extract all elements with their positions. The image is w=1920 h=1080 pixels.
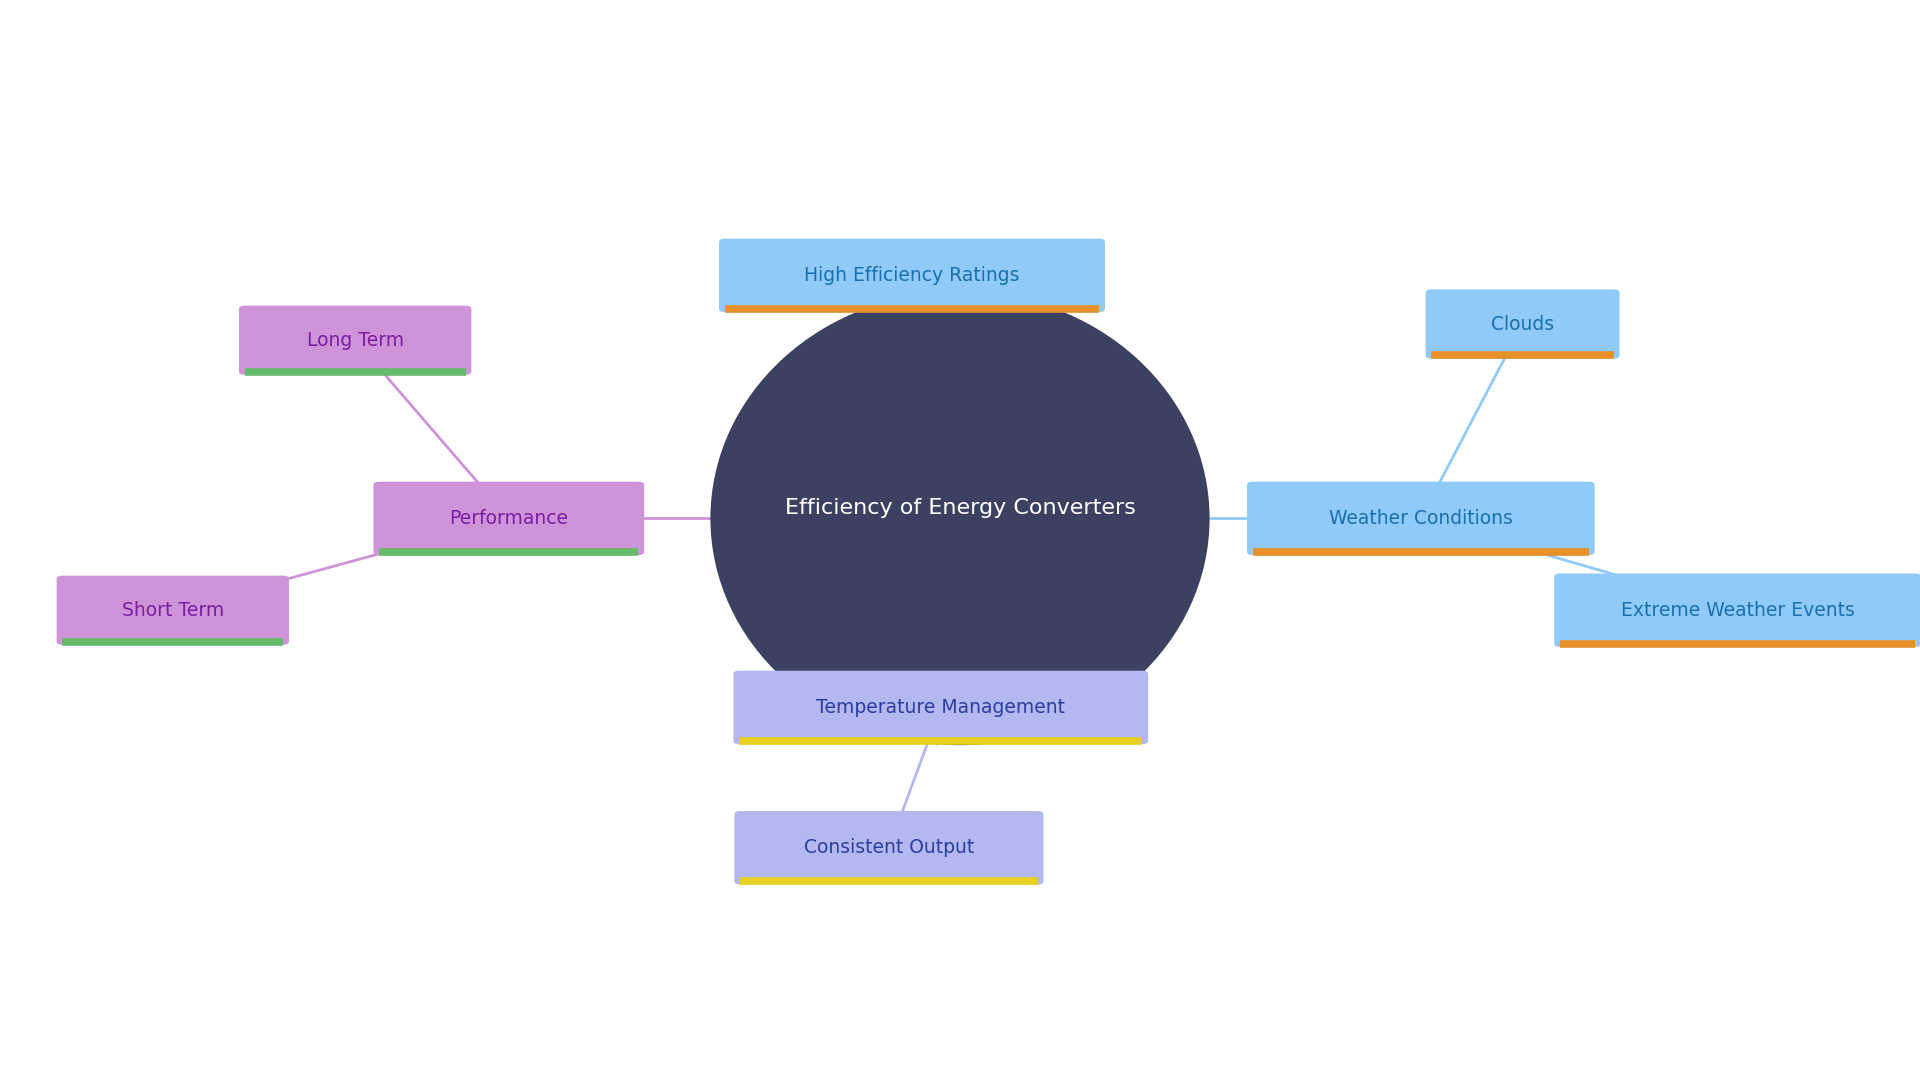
Text: Temperature Management: Temperature Management	[816, 698, 1066, 717]
FancyBboxPatch shape	[1248, 482, 1594, 555]
FancyBboxPatch shape	[718, 239, 1104, 312]
FancyBboxPatch shape	[1555, 573, 1920, 647]
Text: Clouds: Clouds	[1492, 314, 1553, 334]
Text: Weather Conditions: Weather Conditions	[1329, 509, 1513, 528]
Text: Extreme Weather Events: Extreme Weather Events	[1620, 600, 1855, 620]
FancyBboxPatch shape	[238, 306, 472, 375]
Text: Performance: Performance	[449, 509, 568, 528]
FancyBboxPatch shape	[733, 811, 1044, 885]
FancyBboxPatch shape	[372, 482, 645, 555]
Ellipse shape	[710, 292, 1210, 745]
FancyBboxPatch shape	[733, 671, 1148, 744]
Text: Short Term: Short Term	[121, 600, 225, 620]
Text: Long Term: Long Term	[307, 330, 403, 350]
FancyBboxPatch shape	[56, 576, 288, 645]
Text: Efficiency of Energy Converters: Efficiency of Energy Converters	[785, 498, 1135, 517]
FancyBboxPatch shape	[1425, 289, 1620, 359]
Text: Consistent Output: Consistent Output	[804, 838, 973, 858]
Text: High Efficiency Ratings: High Efficiency Ratings	[804, 266, 1020, 285]
